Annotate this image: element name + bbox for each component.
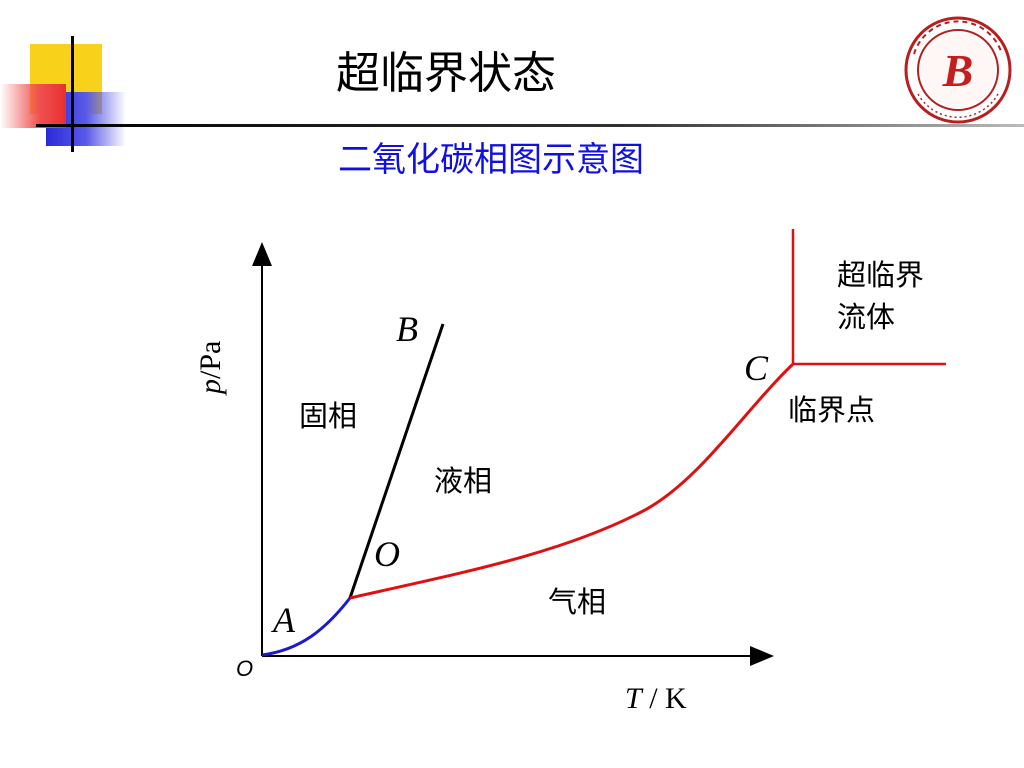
header-rule [36, 124, 1024, 127]
point-label-b: B [396, 309, 418, 349]
decor-red-bar [0, 84, 66, 128]
region-label-liquid: 液相 [434, 464, 493, 498]
y-axis-unit: /Pa [194, 340, 227, 379]
critical-point-label: 临界点 [788, 393, 876, 427]
x-axis-variable: T [625, 682, 642, 715]
x-axis-unit: / K [641, 682, 687, 715]
region-label-solid: 固相 [299, 399, 358, 433]
region-label-supercritical-1: 超临界 [837, 258, 925, 292]
origin-label: O [236, 656, 254, 681]
x-axis-label: T / K [625, 684, 687, 714]
melting-curve [348, 323, 445, 599]
decor-vertical-line [71, 36, 74, 152]
y-axis-label: p/Pa [194, 340, 227, 394]
slide-subtitle: 二氧化碳相图示意图 [338, 140, 644, 180]
slide-title: 超临界状态 [336, 48, 556, 99]
point-label-c: C [744, 348, 769, 388]
vaporization-curve [349, 362, 795, 600]
sublimation-curve [261, 597, 352, 657]
point-label-o: O [374, 534, 400, 574]
y-axis-variable: p [194, 379, 227, 394]
region-label-supercritical-2: 流体 [837, 300, 896, 334]
region-label-gas: 气相 [548, 585, 607, 619]
point-label-a: A [273, 600, 295, 640]
